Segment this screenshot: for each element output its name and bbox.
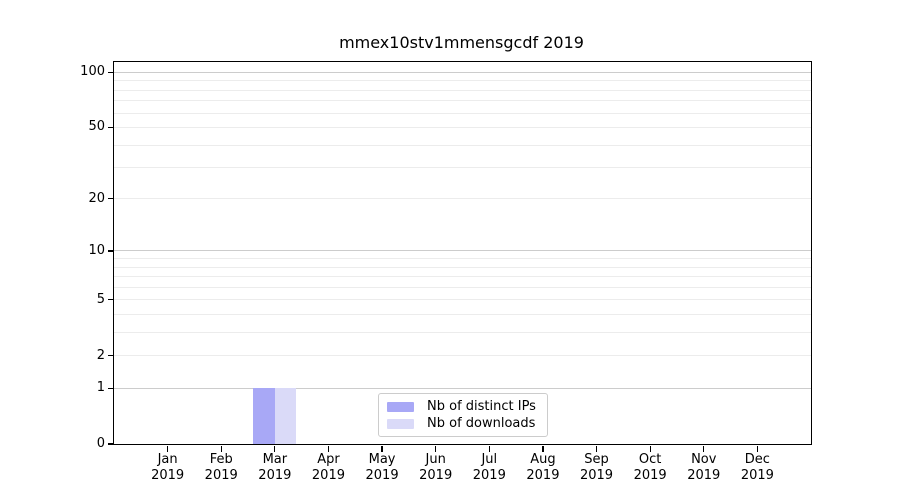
x-tick-mark [167, 445, 169, 452]
legend-swatch-distinct-ips [387, 401, 414, 412]
chart-title: mmex10stv1mmensgcdf 2019 [339, 33, 584, 52]
y-tick-mark [107, 126, 114, 129]
gridline-minor [114, 286, 811, 288]
gridline-minor [114, 299, 811, 301]
y-tick-label: 0 [96, 436, 105, 451]
x-tick-month: Dec [744, 452, 770, 467]
y-tick-mark [107, 250, 114, 252]
y-tick-label: 5 [96, 291, 105, 307]
x-tick-mark [327, 445, 330, 452]
x-tick-year: 2019 [740, 467, 774, 483]
gridline-minor [114, 258, 811, 260]
x-tick-label: Apr 2019 [300, 452, 356, 483]
x-tick-year: 2019 [579, 467, 614, 483]
bar [253, 388, 275, 444]
x-tick-label: Sep 2019 [569, 452, 625, 483]
x-tick-label: Nov 2019 [676, 452, 732, 483]
x-tick-mark [542, 445, 544, 452]
y-tick-label: 20 [88, 190, 105, 206]
legend: Nb of distinct IPs Nb of downloads [378, 393, 548, 437]
x-tick-year: 2019 [311, 467, 345, 483]
x-tick-year: 2019 [687, 467, 721, 483]
x-tick-mark [274, 445, 276, 452]
x-tick-label: Aug 2019 [515, 452, 571, 483]
y-tick-label: 1 [96, 380, 105, 396]
gridline-major [114, 387, 811, 389]
x-tick-month: Apr [317, 452, 340, 467]
x-tick-month: Sep [584, 452, 609, 467]
x-tick-year: 2019 [151, 467, 185, 483]
x-tick-label: Oct 2019 [622, 452, 678, 483]
y-tick-mark [107, 387, 114, 389]
x-tick-month: Aug [530, 452, 556, 467]
x-tick-month: Oct [638, 452, 662, 467]
plot-area: 0 1 2 5 10 20 50 100 Jan 2019 Feb 2019 Mar 2019 Apr 201… [80, 61, 812, 483]
x-tick-month: Jun [425, 452, 446, 467]
y-tick-mark [107, 299, 114, 301]
y-tick-label: 2 [96, 347, 105, 363]
x-tick-label: Jan 2019 [140, 452, 196, 483]
y-tick-label: 100 [80, 64, 105, 80]
x-tick-label: Mar 2019 [247, 452, 303, 483]
x-tick-month: Nov [691, 452, 717, 467]
x-tick-year: 2019 [258, 467, 292, 483]
y-tick-mark [107, 354, 114, 357]
y-tick-label: 10 [88, 242, 105, 258]
gridline-minor [114, 355, 811, 357]
legend-label-distinct-ips: Nb of distinct IPs [427, 398, 536, 414]
x-tick-month: Jan [157, 452, 178, 467]
x-tick-year: 2019 [365, 467, 399, 483]
x-tick-year: 2019 [472, 467, 506, 483]
x-tick-label: Dec 2019 [729, 452, 785, 483]
gridline-minor [114, 198, 811, 200]
gridline-minor [114, 80, 811, 82]
x-tick-mark [703, 445, 705, 452]
gridline-minor [114, 112, 811, 114]
legend-swatch-downloads [387, 418, 414, 429]
x-tick-mark [381, 445, 383, 452]
x-tick-mark [649, 445, 651, 452]
x-tick-month: Feb [209, 452, 233, 467]
x-tick-year: 2019 [419, 467, 453, 483]
gridline-minor [114, 276, 811, 278]
x-tick-mark [435, 445, 437, 452]
x-tick-month: Mar [262, 452, 288, 467]
x-tick-label: Jun 2019 [408, 452, 464, 483]
legend-row-downloads: Nb of downloads [387, 416, 539, 432]
gridline-minor [114, 100, 811, 102]
bar [274, 388, 297, 444]
legend-row-distinct-ips: Nb of distinct IPs [387, 399, 539, 415]
x-tick-year: 2019 [633, 467, 667, 483]
x-tick-mark [595, 445, 598, 452]
x-tick-mark [756, 445, 758, 452]
gridline-minor [114, 266, 811, 268]
y-tick-label: 50 [88, 119, 105, 135]
gridline-major [114, 71, 811, 73]
gridline-minor [114, 331, 811, 333]
x-tick-mark [488, 445, 490, 452]
x-tick-year: 2019 [526, 467, 560, 483]
y-tick-mark [107, 198, 114, 200]
gridline-minor [114, 167, 811, 169]
x-tick-month: May [368, 452, 396, 467]
x-tick-label: Feb 2019 [193, 452, 249, 483]
gridline-minor [114, 89, 811, 91]
x-tick-month: Jul [481, 452, 498, 467]
y-tick-mark [107, 443, 114, 445]
gridline-minor [114, 126, 811, 128]
gridline-minor [114, 313, 811, 315]
x-tick-label: Jul 2019 [461, 452, 517, 483]
y-tick-mark [107, 71, 114, 74]
x-tick-label: May 2019 [354, 452, 410, 483]
legend-label-downloads: Nb of downloads [427, 415, 536, 431]
gridline-major [114, 250, 811, 252]
x-tick-mark [220, 445, 222, 452]
x-tick-year: 2019 [204, 467, 238, 483]
gridline-minor [114, 144, 811, 146]
